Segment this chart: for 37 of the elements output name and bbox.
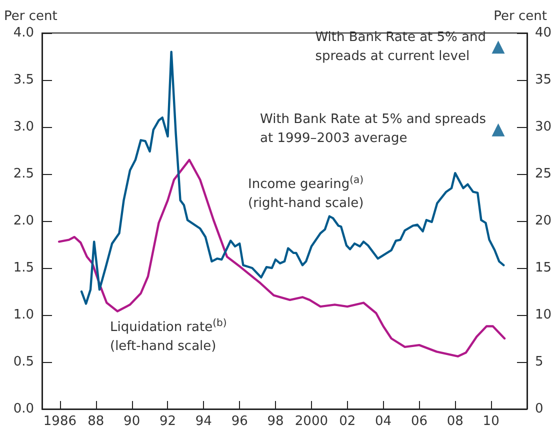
x-tick-label: 92	[159, 414, 176, 429]
x-tick-label: 96	[231, 414, 248, 429]
y-tick-label: 3.0	[13, 120, 34, 134]
y2-tick-label: 10	[535, 308, 552, 322]
line-series	[58, 158, 506, 358]
x-tick-label: 1986	[43, 414, 77, 429]
y-tick-label: 2.5	[13, 166, 34, 182]
annotation: With Bank Rate at 5% and spreads at 1999–2003 average	[260, 112, 486, 146]
y2-tick-label: 15	[535, 260, 552, 276]
y2-tick-label: 0	[535, 402, 544, 416]
y-tick-label: 1.5	[13, 260, 34, 276]
y2-axis-title: Per cent	[494, 9, 548, 24]
y2-tick-label: 5	[535, 354, 544, 370]
x-tick-label: 98	[267, 414, 284, 429]
y-tick-label: 0.5	[13, 354, 34, 370]
y2-tick-label: 35	[535, 72, 552, 88]
x-tick-label: 08	[446, 414, 464, 429]
x-tick-label: 2000	[294, 414, 328, 429]
x-tick-label: 10	[482, 414, 500, 429]
y-tick-label: 2.0	[13, 214, 34, 228]
y-tick-label: 1.0	[13, 308, 34, 322]
x-tick-label: 88	[88, 414, 104, 429]
y-axis-title: Per cent	[4, 9, 58, 24]
y-tick-label: 3.5	[13, 72, 34, 88]
x-tick-label: 90	[124, 414, 140, 429]
y2-tick-label: 25	[535, 166, 552, 182]
line-series	[80, 50, 505, 305]
annotation: With Bank Rate at 5% and spreads at current level	[315, 30, 486, 64]
x-tick-label: 02	[339, 414, 356, 429]
y2-tick-label: 30	[535, 120, 552, 134]
x-tick-label: 06	[410, 414, 428, 429]
y2-tick-label: 40	[535, 26, 552, 40]
x-tick-label: 94	[195, 414, 212, 429]
y2-tick-label: 20	[535, 214, 552, 228]
x-tick-label: 04	[375, 414, 392, 429]
y-tick-label: 4.0	[13, 26, 34, 40]
y-tick-label: 0.0	[13, 402, 34, 416]
